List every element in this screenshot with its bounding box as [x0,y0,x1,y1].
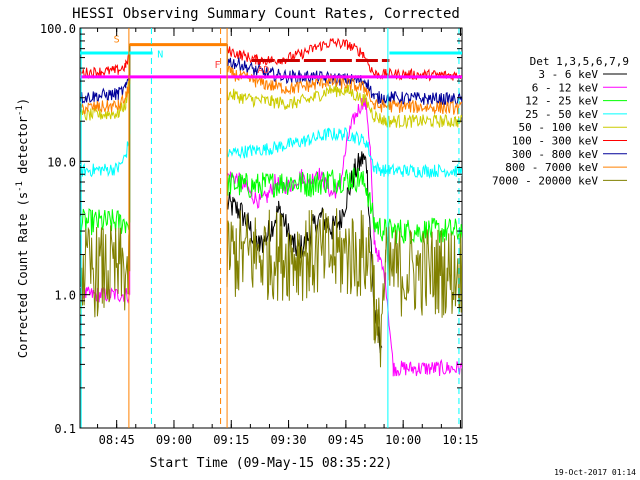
x-tick-label: 10:15 [442,433,478,447]
legend-label: 6 - 12 keV [532,81,599,94]
legend-title: Det 1,3,5,6,7,9 [530,55,629,68]
flag-label-ad: AD [257,65,269,76]
series-line-7000-20000kev [80,44,462,368]
legend-label: 7000 - 20000 keV [492,174,598,187]
y-tick-label: 0.1 [54,422,76,436]
x-tick-label: 09:15 [213,433,249,447]
legend-label: 12 - 25 keV [525,95,598,108]
legend-label: 25 - 50 keV [525,108,598,121]
y-axis-label: Corrected Count Rate (s-1 detector-1) [15,98,30,358]
series-line-25-50kev [80,44,462,180]
x-tick-label: 09:00 [156,433,192,447]
flag-bars-layer: S N F AD [80,34,462,79]
vertical-lines-layer [80,28,460,428]
axes-layer: 08:45 09:00 09:15 09:30 09:45 10:00 10:15 0.1 1.… [40,22,479,447]
flag-label-f: F [215,60,221,71]
y-tick-label: 10.0 [47,155,76,169]
legend-label: 800 - 7000 keV [505,161,598,174]
flag-label-n: N [157,50,163,61]
x-axis-label: Start Time (09-May-15 08:35:22) [150,456,393,471]
y-tick-label: 1.0 [54,289,76,303]
y-tick-label: 100.0 [40,22,76,36]
series-layer [80,37,462,377]
legend-label: 3 - 6 keV [538,68,598,81]
flag-label-s: S [114,34,120,45]
legend-label: 300 - 800 keV [512,148,598,161]
series-line-6-12kev [80,44,462,377]
legend-label: 100 - 300 keV [512,135,598,148]
x-tick-label: 10:00 [385,433,421,447]
x-tick-label: 09:45 [328,433,364,447]
legend-label: 50 - 100 keV [519,121,599,134]
generation-timestamp: 19-Oct-2017 01:14 [554,468,636,477]
chart-title: HESSI Observing Summary Count Rates, Cor… [72,6,460,22]
x-tick-label: 09:30 [271,433,307,447]
x-tick-label: 08:45 [99,433,135,447]
